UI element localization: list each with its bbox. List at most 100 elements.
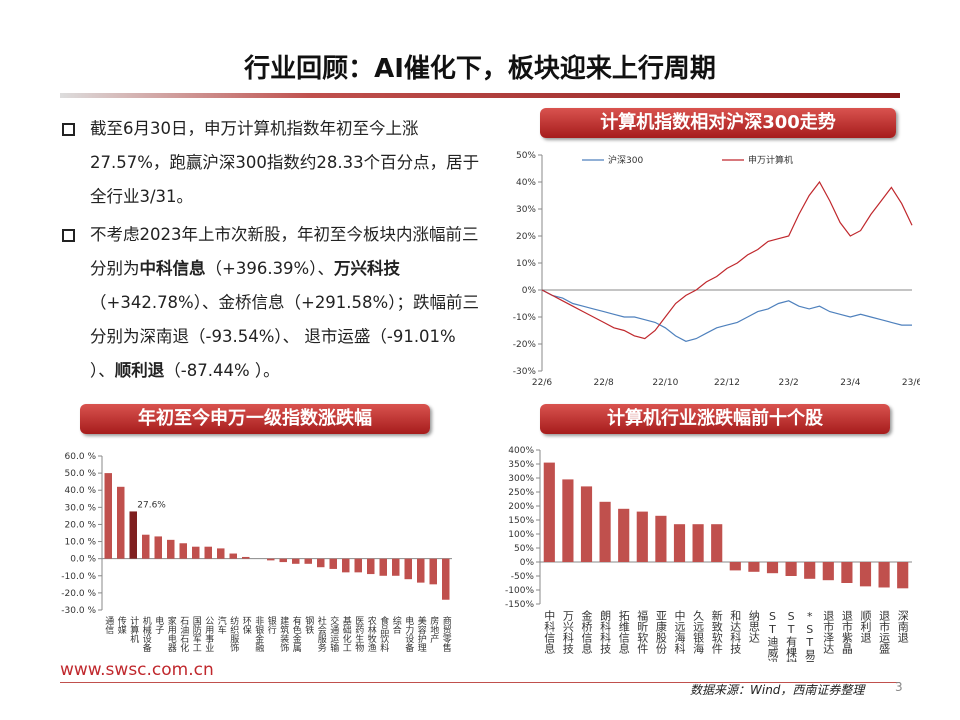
bar xyxy=(878,562,890,588)
bar xyxy=(342,558,350,573)
x-tick-label: 亚康股份 xyxy=(654,610,667,655)
bar xyxy=(392,558,400,576)
x-tick-label: 23/2 xyxy=(779,378,799,388)
chart: -30.0 % -20.0 % -10.0 % 0.0 % 10.0 % 20.0 % 30… xyxy=(61,452,452,653)
x-tick-label: 中科信息 xyxy=(543,610,556,654)
y-tick-label: 30.0 % xyxy=(65,503,97,513)
bar xyxy=(859,562,872,587)
x-tick-label: 顺利退 xyxy=(859,610,872,643)
bar xyxy=(897,562,909,589)
y-tick-label: 200% xyxy=(508,502,534,512)
x-tick-label: ST迪威迅 xyxy=(766,610,779,662)
x-tick-label: 退市泽达 xyxy=(822,610,835,654)
footer-rule xyxy=(60,682,900,683)
y-tick-label: 20% xyxy=(516,232,536,242)
source-note: 数据来源：Wind，西南证券整理 xyxy=(690,683,865,697)
y-tick-label: 10.0 % xyxy=(65,538,97,548)
line-series xyxy=(541,289,912,342)
bullet-text: 不考虑2023年上市次新股，年初至今板块内涨幅前三分别为 xyxy=(90,225,479,278)
bar xyxy=(217,548,225,559)
bullet: 不考虑2023年上市次新股，年初至今板块内涨幅前三分别为中科信息（+396.39… xyxy=(60,218,480,388)
title-rule xyxy=(60,93,900,98)
bar xyxy=(242,556,250,559)
y-tick-label: 30% xyxy=(516,205,536,215)
bar xyxy=(673,524,686,562)
y-tick-label: 0% xyxy=(522,286,537,296)
x-tick-label: *ST易见 xyxy=(803,610,816,662)
bar xyxy=(154,536,162,559)
bar xyxy=(729,562,741,571)
x-tick-label: 通信 xyxy=(103,616,114,635)
y-tick-label: 20.0 % xyxy=(65,520,97,530)
bar xyxy=(636,511,648,562)
bar xyxy=(404,558,412,580)
value-label: 27.6% xyxy=(137,500,166,510)
y-tick-label: 350% xyxy=(508,460,534,470)
x-tick-label: 退市紫晶 xyxy=(840,610,853,655)
x-tick-label: 电力设备 xyxy=(403,615,414,652)
x-tick-label: 纳思达 xyxy=(747,610,760,643)
bar xyxy=(267,558,275,561)
bar xyxy=(692,524,704,562)
slide-title: 行业回顾：AI催化下，板块迎来上行周期 xyxy=(244,54,716,84)
y-tick-label: 150% xyxy=(508,516,534,526)
bullet-text: 中科信息 xyxy=(139,259,206,278)
y-tick-label: -50% xyxy=(511,572,535,582)
bar xyxy=(117,486,125,559)
y-tick-label: 400% xyxy=(508,446,534,456)
bar xyxy=(129,511,137,559)
bullet: 截至6月30日，申万计算机指数年初至今上涨27.57%，跑赢沪深300指数约28… xyxy=(60,112,480,214)
bar xyxy=(104,473,112,559)
x-tick-label: 美容护理 xyxy=(416,615,427,652)
x-tick-label: 朗科科技 xyxy=(599,610,612,655)
bar xyxy=(279,558,287,563)
bar xyxy=(167,539,175,559)
x-tick-label: 22/10 xyxy=(652,378,678,388)
y-tick-label: 50.0 % xyxy=(65,469,97,479)
y-tick-label: 40% xyxy=(516,178,536,188)
x-tick-label: 银行 xyxy=(266,615,277,635)
x-tick-label: 22/6 xyxy=(532,378,552,388)
x-tick-label: 23/6 xyxy=(902,378,920,388)
bar xyxy=(766,562,779,574)
x-tick-label: 建筑装饰 xyxy=(278,615,289,653)
bar xyxy=(442,558,450,600)
x-tick-label: 机械设备 xyxy=(141,615,152,652)
bar xyxy=(618,508,630,562)
bullet-text: （-87.44% ）。 xyxy=(164,361,280,380)
chart-header: 年初至今申万一级指数涨跌幅 xyxy=(80,404,430,434)
footer-url: www.swsc.com.cn xyxy=(60,660,214,680)
chart: -150% -100% -50% 0% 50% 100% 150% 200% 250% 300% 3… xyxy=(505,446,912,662)
x-tick-label: 国防军工 xyxy=(191,616,202,652)
y-tick-label: -30.0 % xyxy=(61,606,96,616)
chart-header: 计算机指数相对沪深300走势 xyxy=(540,108,896,138)
x-tick-label: 房地产 xyxy=(428,615,439,644)
x-tick-label: 中远海科 xyxy=(673,610,686,654)
y-tick-label: 300% xyxy=(508,474,534,484)
y-tick-label: -100% xyxy=(505,586,534,596)
bar xyxy=(785,562,797,576)
bullet-text: 万兴科技 xyxy=(334,259,400,278)
y-tick-label: 0.0 % xyxy=(70,555,96,565)
x-tick-label: 电子 xyxy=(153,615,164,634)
y-tick-label: 60.0 % xyxy=(65,452,97,462)
x-tick-label: 久远银海 xyxy=(692,610,705,655)
x-tick-label: 和达科技 xyxy=(729,610,742,655)
bullet-text: （+342.78%）、金桥信息（+291.58%）；跌幅前三分别为深南退（-93… xyxy=(90,293,479,380)
x-tick-label: 商贸零售 xyxy=(441,615,452,653)
x-tick-label: 退市运盛 xyxy=(878,610,891,654)
x-tick-label: 医药生物 xyxy=(353,616,364,653)
bullet-text: （+396.39%）、 xyxy=(205,259,335,278)
bar xyxy=(417,558,425,583)
x-tick-label: 非银金融 xyxy=(253,615,264,653)
y-tick-label: 50% xyxy=(516,151,536,161)
y-tick-label: 50% xyxy=(514,544,534,554)
bar xyxy=(580,486,593,562)
x-tick-label: 22/12 xyxy=(714,378,740,388)
bar xyxy=(204,546,212,559)
y-tick-label: -10% xyxy=(513,313,537,323)
chart-header: 计算机行业涨跌幅前十个股 xyxy=(540,404,890,434)
bullet-text: 截至6月30日，申万计算机指数年初至今上涨27.57%，跑赢沪深300指数约28… xyxy=(90,119,480,206)
bar xyxy=(748,562,760,572)
